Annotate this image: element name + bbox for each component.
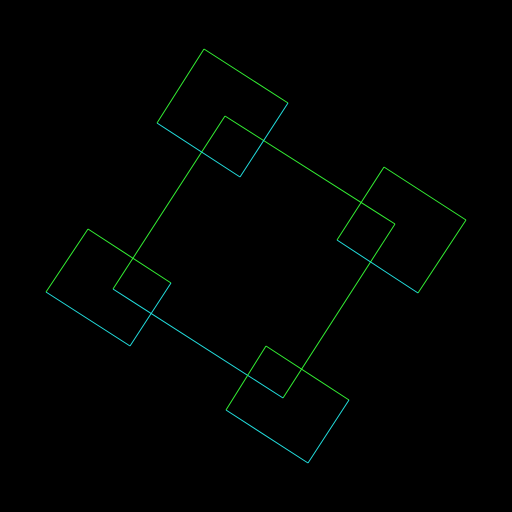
left-square-edge-4 bbox=[45, 228, 89, 293]
bottom-square-edge-1 bbox=[265, 345, 350, 401]
top-square-edge-3 bbox=[156, 122, 241, 178]
corner-square-right bbox=[336, 166, 467, 294]
top-square-edge-1 bbox=[203, 48, 289, 104]
central-square-edge-top-right bbox=[224, 115, 396, 225]
corner-square-left bbox=[45, 228, 172, 347]
right-square-edge-1 bbox=[383, 166, 467, 221]
right-square-edge-2 bbox=[417, 219, 467, 294]
corner-square-bottom bbox=[225, 345, 350, 464]
central-square-edge-left-top bbox=[112, 115, 226, 290]
bottom-square-edge-3 bbox=[225, 409, 309, 464]
bottom-square-edge-4 bbox=[225, 345, 267, 411]
top-square-edge-2 bbox=[239, 102, 289, 178]
central-square-edge-bottom-left bbox=[112, 288, 284, 399]
left-square-edge-3 bbox=[45, 291, 131, 347]
left-square-edge-2 bbox=[129, 282, 172, 347]
top-square-edge-4 bbox=[156, 48, 205, 124]
corner-square-top bbox=[156, 48, 289, 178]
right-square-edge-3 bbox=[336, 239, 419, 294]
bottom-square-edge-2 bbox=[307, 399, 350, 464]
left-square-edge-1 bbox=[87, 228, 172, 284]
right-square-edge-4 bbox=[336, 166, 385, 241]
